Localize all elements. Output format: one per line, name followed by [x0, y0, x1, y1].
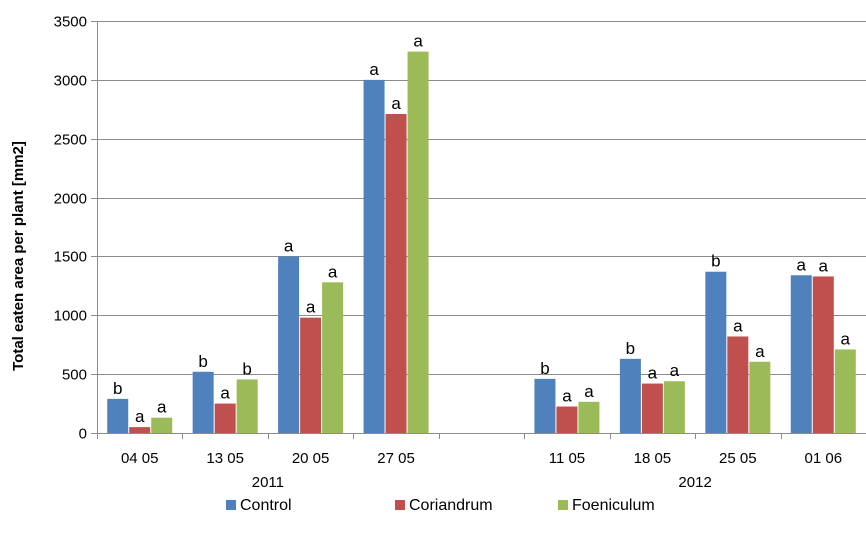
- bar-data-label: a: [135, 407, 145, 426]
- bar-data-label: b: [113, 379, 122, 398]
- bar-control: [192, 371, 214, 433]
- bar-control: [534, 378, 556, 433]
- y-tick-label: 3000: [54, 73, 87, 90]
- bar-coriandrum: [641, 383, 663, 433]
- bar-data-label: a: [562, 387, 572, 406]
- legend-swatch-control: [226, 500, 236, 510]
- legend-label: Control: [240, 497, 292, 514]
- bars: [107, 51, 856, 433]
- legend: Control Coriandrum Foeniculum: [226, 497, 655, 514]
- bar-control: [278, 256, 300, 433]
- bar-data-label: a: [670, 361, 680, 380]
- bar-control: [790, 275, 812, 433]
- axes: 0 500 1000 1500 2000 2500 3000 3500 04 05 13 05 20…: [54, 14, 866, 491]
- bar-data-label: a: [797, 255, 807, 274]
- bar-data-label: a: [369, 60, 379, 79]
- bar-data-label: a: [819, 256, 829, 275]
- bar-coriandrum: [812, 276, 834, 433]
- bar-control: [107, 398, 129, 433]
- bar-data-label: a: [413, 32, 423, 51]
- bar-coriandrum: [214, 403, 236, 433]
- y-tick-label: 1000: [54, 308, 87, 325]
- bar-coriandrum: [129, 427, 151, 433]
- y-tick-label: 1500: [54, 249, 87, 266]
- bar-data-label: b: [242, 359, 251, 378]
- bar-data-label: a: [391, 94, 401, 113]
- x-category-label: 13 05: [206, 450, 244, 467]
- legend-swatch-coriandrum: [395, 500, 405, 510]
- bar-coriandrum: [556, 406, 578, 433]
- y-tick-label: 2500: [54, 132, 87, 149]
- x-category-label: 11 05: [549, 450, 585, 467]
- bar-control: [363, 79, 385, 433]
- y-tick-label: 500: [62, 367, 87, 384]
- bar-data-label: a: [284, 236, 294, 255]
- bar-coriandrum: [385, 113, 407, 433]
- bar-data-label: a: [841, 329, 851, 348]
- x-category-label: 20 05: [292, 450, 330, 467]
- y-axis-title: Total eaten area per plant [mm2]: [10, 141, 27, 371]
- bar-data-label: b: [626, 339, 635, 358]
- bar-foeniculum: [663, 381, 685, 433]
- bar-foeniculum: [322, 282, 344, 433]
- legend-label: Coriandrum: [409, 497, 493, 514]
- bar-foeniculum: [578, 401, 600, 433]
- bar-data-label: a: [733, 316, 743, 335]
- bar-control: [619, 358, 641, 433]
- bar-data-label: a: [648, 364, 658, 383]
- bar-data-label: a: [328, 262, 338, 281]
- bar-foeniculum: [834, 349, 856, 433]
- bar-data-label: a: [584, 382, 594, 401]
- legend-label: Foeniculum: [572, 497, 655, 514]
- x-category-label: 27 05: [377, 450, 415, 467]
- y-tick-label: 3500: [54, 14, 87, 31]
- bar-foeniculum: [236, 379, 258, 433]
- bar-data-label: a: [220, 384, 230, 403]
- bar-data-label: b: [540, 359, 549, 378]
- bar-coriandrum: [300, 317, 322, 433]
- bar-control: [705, 271, 727, 433]
- x-group-label: 2012: [678, 474, 711, 491]
- bar-data-label: a: [306, 298, 316, 317]
- bar-foeniculum: [407, 51, 429, 433]
- bar-data-label: b: [198, 352, 207, 371]
- x-category-label: 04 05: [121, 450, 159, 467]
- bar-data-label: b: [711, 252, 720, 271]
- bar-coriandrum: [727, 336, 749, 433]
- bar-data-label: a: [755, 342, 765, 361]
- x-category-label: 18 05: [634, 450, 672, 467]
- bar-foeniculum: [749, 361, 771, 433]
- legend-swatch-foeniculum: [558, 500, 568, 510]
- x-group-label: 2011: [252, 474, 284, 491]
- bar-data-label: a: [157, 398, 167, 417]
- bar-foeniculum: [151, 417, 173, 433]
- gridlines: [97, 21, 866, 375]
- x-category-label: 25 05: [719, 450, 757, 467]
- x-category-label: 01 06: [805, 450, 843, 467]
- y-tick-label: 0: [79, 426, 87, 443]
- y-tick-label: 2000: [54, 191, 87, 208]
